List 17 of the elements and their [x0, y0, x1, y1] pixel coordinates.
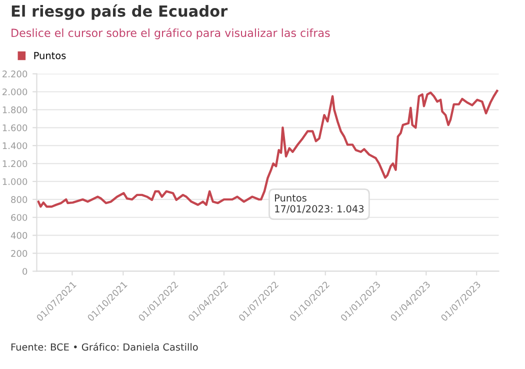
y-tick-label: 2.200: [2, 70, 28, 78]
y-tick-label: 0: [22, 268, 28, 275]
y-tick-label: 800: [11, 196, 28, 203]
y-tick-label: 1.800: [2, 106, 28, 114]
y-tick-label: 200: [11, 250, 28, 257]
chart-subtitle: Deslice el cursor sobre el gráfico para visualizar las cifras: [12, 28, 330, 40]
y-tick-label: 1.200: [2, 160, 28, 168]
y-tick-label: 600: [11, 214, 28, 221]
y-tick-label: 400: [10, 232, 28, 239]
chart-title: El riesgo país de Ecuador: [12, 4, 228, 20]
annotation: Puntos 17/01/2023: 1.043: [275, 194, 364, 214]
y-tick-label: 2.000: [2, 88, 28, 96]
y-tick-label: 1.000: [2, 178, 28, 186]
legend-label: Puntos: [34, 52, 66, 60]
y-tick-label: 1.400: [2, 142, 28, 150]
source-note: Fuente: BCE • Gráfico: Daniela Castillo: [11, 342, 198, 351]
y-tick-label: 1.600: [2, 124, 28, 132]
